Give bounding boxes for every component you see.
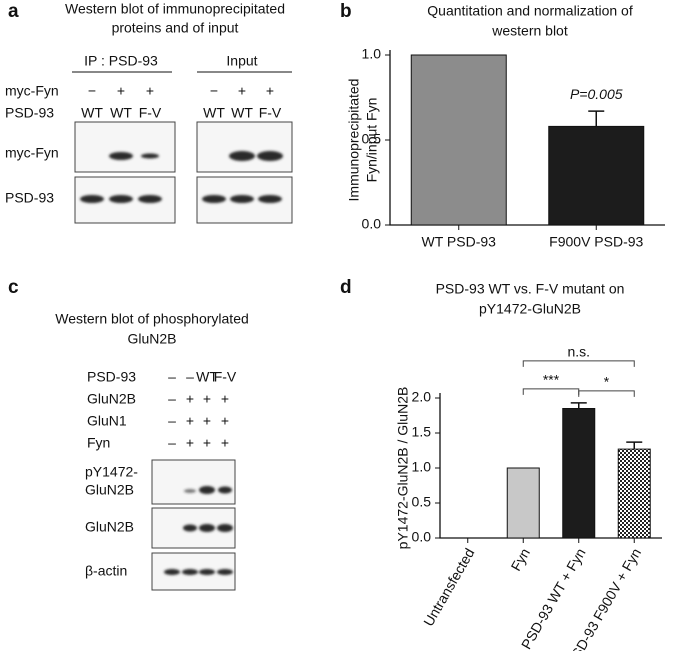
label: c xyxy=(8,277,19,298)
label: b xyxy=(340,1,352,22)
label: 0.0 xyxy=(362,216,382,232)
label: β-actin xyxy=(85,563,127,579)
label: + xyxy=(117,83,125,99)
label: F900V PSD-93 xyxy=(549,234,643,250)
label: + xyxy=(186,391,194,407)
label: + xyxy=(186,435,194,451)
label: GluN2B xyxy=(85,519,134,535)
blot-box xyxy=(151,459,236,505)
label: − xyxy=(210,83,218,99)
label: – xyxy=(168,413,176,429)
label: d xyxy=(340,277,352,298)
label: + xyxy=(146,83,154,99)
label: 0.5 xyxy=(412,494,432,510)
label: WT xyxy=(231,105,253,121)
bar xyxy=(410,54,507,226)
label: 1.0 xyxy=(362,46,382,62)
label: pY1472-GluN2B xyxy=(479,301,581,317)
label: Western blot of immunoprecipitated xyxy=(65,1,285,17)
label: *** xyxy=(543,372,560,388)
label: WT xyxy=(196,369,218,385)
label: n.s. xyxy=(567,344,590,360)
label: + xyxy=(203,413,211,429)
label: 1.5 xyxy=(412,424,432,440)
label: F-V xyxy=(259,105,282,121)
label: PSD-93 xyxy=(5,190,54,206)
label: + xyxy=(221,413,229,429)
label: Fyn/input Fyn xyxy=(364,98,380,183)
blots xyxy=(72,71,293,591)
label: F-V xyxy=(139,105,162,121)
label: Fyn xyxy=(508,545,534,573)
label: + xyxy=(221,435,229,451)
label: GluN2B xyxy=(127,331,176,347)
label: pY1472- xyxy=(85,464,138,480)
label: Fyn xyxy=(87,435,110,451)
label: GluN1 xyxy=(87,413,127,429)
bar xyxy=(562,408,596,539)
label: P=0.005 xyxy=(570,86,623,102)
error-bar xyxy=(570,402,587,409)
label: PSD-93 xyxy=(87,369,136,385)
label: Immunoprecipitated xyxy=(346,79,362,202)
label: + xyxy=(186,413,194,429)
label: – xyxy=(168,369,176,385)
label: pY1472-GluN2B / GluN2B xyxy=(395,387,411,550)
label: proteins and of input xyxy=(112,20,239,36)
label: + xyxy=(238,83,246,99)
label: Input xyxy=(226,53,257,69)
bar xyxy=(617,448,651,539)
label: PSD-93 xyxy=(5,105,54,121)
label: GluN2B xyxy=(85,482,134,498)
label: + xyxy=(203,391,211,407)
blot-box xyxy=(74,121,176,173)
error-bar xyxy=(626,441,643,450)
label: – xyxy=(168,391,176,407)
bracket xyxy=(578,390,635,397)
label: + xyxy=(203,435,211,451)
label: WT PSD-93 xyxy=(422,234,497,250)
label: myc-Fyn xyxy=(5,145,59,161)
label: 2.0 xyxy=(412,389,432,405)
bar xyxy=(548,125,645,226)
label: 0.5 xyxy=(362,131,382,147)
label: 0.0 xyxy=(412,529,432,545)
label: 1.0 xyxy=(412,459,432,475)
bracket xyxy=(522,360,635,367)
label: a xyxy=(8,1,19,22)
blot-box xyxy=(196,121,293,173)
bracket xyxy=(522,388,580,395)
label: WT xyxy=(110,105,132,121)
label: + xyxy=(221,391,229,407)
label: WT xyxy=(203,105,225,121)
label: Untransfected xyxy=(420,545,477,628)
label: − xyxy=(88,83,96,99)
label: – xyxy=(168,435,176,451)
label: Quantitation and normalization of xyxy=(427,3,633,19)
label: WT xyxy=(81,105,103,121)
label: – xyxy=(186,369,194,385)
label: GluN2B xyxy=(87,391,136,407)
label: western blot xyxy=(491,23,568,39)
label: Western blot of phosphorylated xyxy=(55,311,249,327)
label: PSD-93 WT vs. F-V mutant on xyxy=(436,281,625,297)
label: myc-Fyn xyxy=(5,83,59,99)
label: + xyxy=(266,83,274,99)
label: F-V xyxy=(214,369,237,385)
label: IP : PSD-93 xyxy=(84,53,158,69)
bar xyxy=(506,467,540,539)
label: * xyxy=(604,374,610,390)
error-bar xyxy=(588,110,605,127)
